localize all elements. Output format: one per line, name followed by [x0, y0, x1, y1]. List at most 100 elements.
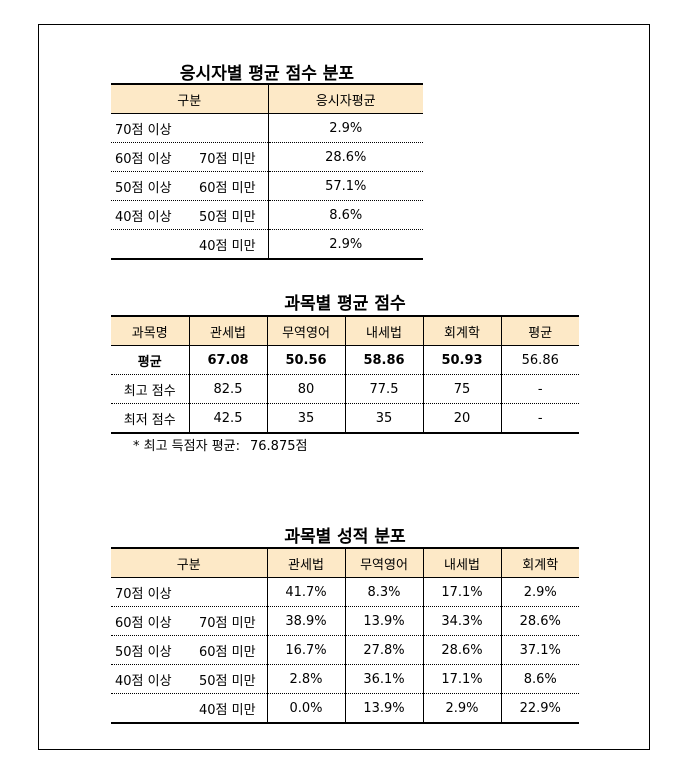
table-row: 70점 이상 41.7% 8.3% 17.1% 2.9% — [111, 577, 579, 607]
row-category: 40점 이상 50점 미만 — [111, 200, 269, 230]
score-distribution-table: 구분 응시자평균 70점 이상 2.9% 60점 이상 70점 미만 28.6% … — [111, 83, 423, 260]
range-to: 60점 미만 — [199, 180, 256, 196]
range-from: 40점 이상 — [115, 673, 172, 689]
note-label: * 최고 득점자 평균: — [133, 439, 240, 454]
note-value: 76.875점 — [250, 439, 308, 454]
cell: - — [537, 381, 543, 397]
cell: 37.1% — [519, 642, 561, 658]
table-header-row: 구분 관세법 무역영어 내세법 회계학 — [111, 548, 579, 578]
cell: 16.7% — [267, 635, 346, 665]
header-customs-law: 관세법 — [189, 316, 268, 346]
row-category: 50점 이상 60점 미만 — [111, 171, 269, 201]
header-trade-english: 무역영어 — [267, 316, 346, 346]
cell: 17.1% — [423, 664, 502, 694]
table-row: 50점 이상 60점 미만 16.7% 27.8% 28.6% 37.1% — [111, 635, 579, 665]
table-row: 평균 67.08 50.56 58.86 50.93 56.86 — [111, 345, 579, 375]
cell: 0.0% — [267, 693, 346, 723]
subject-grade-distribution-table: 구분 관세법 무역영어 내세법 회계학 70점 이상 41.7% 8.3% 17… — [111, 547, 579, 724]
range-to: 50점 미만 — [199, 209, 256, 225]
row-category: 40점 이상 50점 미만 — [111, 664, 268, 694]
header-category: 구분 — [111, 84, 269, 114]
range-to: 70점 미만 — [199, 151, 256, 167]
row-category: 50점 이상 60점 미만 — [111, 635, 268, 665]
table-row: 40점 이상 50점 미만 2.8% 36.1% 17.1% 8.6% — [111, 664, 579, 694]
table-row: 40점 미만 0.0% 13.9% 2.9% 22.9% — [111, 693, 579, 723]
row-value: 2.9% — [329, 236, 363, 252]
cell: 38.9% — [267, 606, 346, 636]
header-customs-law: 관세법 — [267, 548, 346, 578]
range-from: 40점 이상 — [115, 209, 172, 225]
table-row: 60점 이상 70점 미만 28.6% — [111, 142, 423, 172]
cell: 35 — [345, 403, 424, 433]
range-to: 40점 미만 — [199, 238, 256, 254]
header-subject: 과목명 — [111, 316, 190, 346]
row-category: 70점 이상 — [111, 113, 269, 143]
cell: 17.1% — [423, 577, 502, 607]
table-row: 최저 점수 42.5 35 35 20 - — [111, 403, 579, 433]
range-from: 50점 이상 — [115, 180, 172, 196]
table-row: 최고 점수 82.5 80 77.5 75 - — [111, 374, 579, 404]
header-domestic-tax-law: 내세법 — [423, 548, 502, 578]
table-row: 40점 미만 2.9% — [111, 229, 423, 259]
cell: 8.3% — [345, 577, 424, 607]
cell: 8.6% — [523, 671, 557, 687]
row-value: 2.9% — [329, 120, 363, 136]
cell: 13.9% — [345, 693, 424, 723]
row-label: 최고 점수 — [111, 374, 190, 404]
cell: - — [537, 410, 543, 426]
table-row: 50점 이상 60점 미만 57.1% — [111, 171, 423, 201]
range-to: 40점 미만 — [199, 702, 256, 718]
cell: 27.8% — [345, 635, 424, 665]
range-to: 50점 미만 — [199, 673, 256, 689]
cell: 41.7% — [267, 577, 346, 607]
cell: 75 — [423, 374, 502, 404]
range-from: 70점 이상 — [115, 586, 172, 602]
table-header-row: 과목명 관세법 무역영어 내세법 회계학 평균 — [111, 316, 579, 346]
cell: 58.86 — [345, 345, 424, 375]
header-examinee-average: 응시자평균 — [268, 84, 423, 114]
header-accounting: 회계학 — [423, 316, 502, 346]
subject-average-table: 과목명 관세법 무역영어 내세법 회계학 평균 평균 67.08 50.56 5… — [111, 315, 579, 434]
cell: 13.9% — [345, 606, 424, 636]
row-category: 70점 이상 — [111, 577, 268, 607]
cell: 56.86 — [521, 352, 559, 368]
header-average: 평균 — [501, 316, 579, 346]
row-category: 40점 미만 — [111, 229, 269, 259]
cell: 22.9% — [519, 700, 561, 716]
cell: 80 — [267, 374, 346, 404]
range-from: 70점 이상 — [115, 122, 172, 138]
cell: 42.5 — [189, 403, 268, 433]
row-category: 60점 이상 70점 미만 — [111, 606, 268, 636]
header-category: 구분 — [111, 548, 268, 578]
row-label: 최저 점수 — [111, 403, 190, 433]
cell: 67.08 — [189, 345, 268, 375]
table1-title: 응시자별 평균 점수 분포 — [179, 64, 355, 84]
document-page: 응시자별 평균 점수 분포 구분 응시자평균 70점 이상 2.9% 60점 이… — [38, 24, 650, 750]
header-trade-english: 무역영어 — [345, 548, 424, 578]
table-row: 40점 이상 50점 미만 8.6% — [111, 200, 423, 230]
range-from: 60점 이상 — [115, 151, 172, 167]
table3-title: 과목별 성적 분포 — [284, 527, 406, 547]
row-category: 60점 이상 70점 미만 — [111, 142, 269, 172]
row-value: 57.1% — [325, 178, 367, 194]
header-domestic-tax-law: 내세법 — [345, 316, 424, 346]
header-accounting: 회계학 — [501, 548, 579, 578]
cell: 50.93 — [423, 345, 502, 375]
top-scorer-note: * 최고 득점자 평균: 76.875점 — [133, 435, 307, 454]
cell: 20 — [423, 403, 502, 433]
cell: 2.8% — [267, 664, 346, 694]
cell: 2.9% — [423, 693, 502, 723]
cell: 35 — [267, 403, 346, 433]
table-header-row: 구분 응시자평균 — [111, 84, 423, 114]
cell: 36.1% — [345, 664, 424, 694]
cell: 82.5 — [189, 374, 268, 404]
range-to: 70점 미만 — [199, 615, 256, 631]
cell: 28.6% — [423, 635, 502, 665]
cell: 50.56 — [267, 345, 346, 375]
table2-title: 과목별 평균 점수 — [284, 294, 406, 314]
table-row: 70점 이상 2.9% — [111, 113, 423, 143]
row-label: 평균 — [111, 345, 190, 375]
cell: 34.3% — [423, 606, 502, 636]
cell: 28.6% — [519, 613, 561, 629]
table-row: 60점 이상 70점 미만 38.9% 13.9% 34.3% 28.6% — [111, 606, 579, 636]
